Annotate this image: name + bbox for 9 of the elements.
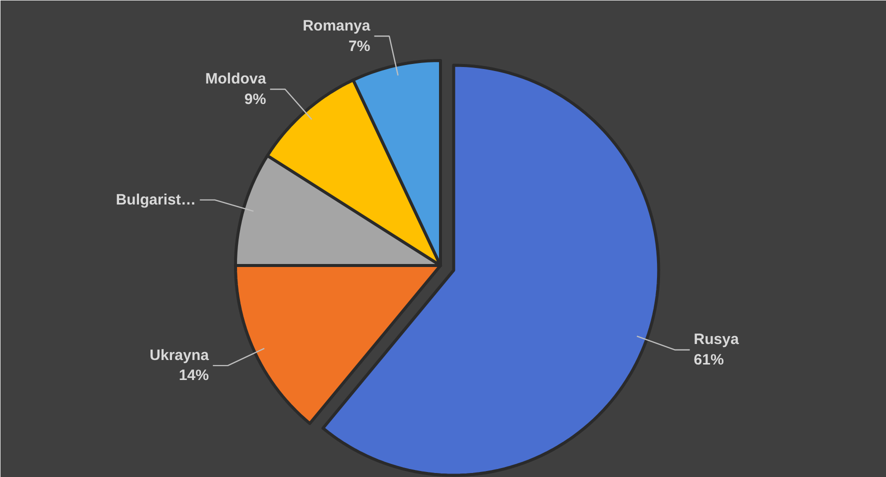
data-label: 61% (694, 352, 724, 369)
slice-label: Rusya (694, 331, 740, 348)
data-label: 9% (244, 90, 266, 108)
slice-label: Bulgarist… (116, 191, 196, 208)
slice-label: Moldova (205, 70, 267, 88)
slice-label: Romanya (302, 17, 371, 34)
data-label: 14% (178, 367, 209, 384)
data-label: 7% (348, 38, 370, 55)
slice-label: Ukrayna (150, 346, 210, 364)
